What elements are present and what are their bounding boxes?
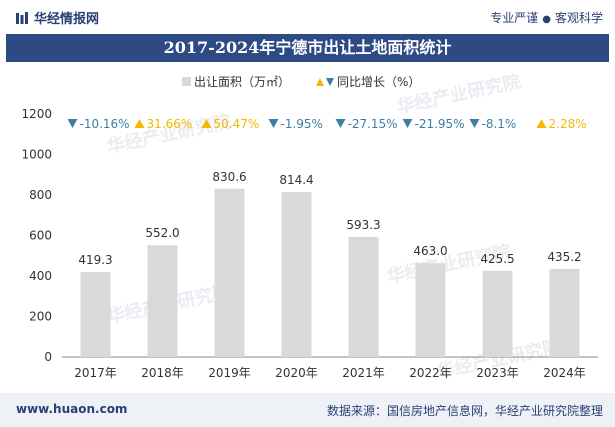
brand-name: 华经情报网	[34, 12, 100, 27]
bar-value-label: 425.5	[480, 252, 514, 266]
footer-site-link[interactable]: www.huaon.com	[16, 402, 128, 416]
y-tick-label: 0	[44, 350, 52, 364]
growth-up-icon	[134, 119, 145, 128]
legend-growth-label: 同比增长（%）	[337, 75, 420, 89]
growth-label: 31.66%	[147, 117, 193, 131]
bar	[482, 270, 513, 357]
slogan: 专业严谨 ● 客观科学	[490, 9, 603, 26]
y-tick-label: 200	[29, 310, 52, 324]
x-tick-label: 2018年	[141, 366, 184, 380]
legend-bar-label: 出让面积（万㎡）	[194, 75, 290, 89]
growth-label: -1.95%	[281, 117, 323, 131]
y-tick-label: 800	[29, 188, 52, 202]
y-tick-label: 1000	[21, 148, 52, 162]
growth-label: -21.95%	[415, 117, 465, 131]
y-tick-label: 1200	[21, 107, 52, 121]
chart: 华经产业研究院华经产业研究院华经产业研究院华经产业研究院华经产业研究院出让面积（…	[21, 70, 598, 383]
bar	[80, 272, 111, 357]
footer: www.huaon.com 数据来源：国信房地产信息网，华经产业研究院整理	[0, 393, 615, 427]
slogan-dot-icon: ●	[542, 14, 551, 25]
x-tick-label: 2024年	[543, 366, 586, 380]
bar-value-label: 552.0	[145, 226, 179, 240]
bar	[415, 263, 446, 357]
legend-up-icon	[316, 78, 324, 86]
x-tick-label: 2022年	[409, 366, 452, 380]
top-bar: 华经情报网 专业严谨 ● 客观科学	[0, 0, 615, 34]
growth-label: -27.15%	[348, 117, 398, 131]
bar-value-label: 419.3	[78, 253, 112, 267]
legend-bar-swatch	[182, 77, 191, 86]
growth-down-icon	[469, 119, 480, 128]
x-tick-label: 2020年	[275, 366, 318, 380]
slogan-right: 客观科学	[554, 11, 603, 25]
bar	[281, 192, 312, 357]
footer-source: 数据来源：国信房地产信息网，华经产业研究院整理	[326, 404, 603, 418]
brand-logo-icon	[16, 12, 28, 24]
bar-value-label: 463.0	[413, 244, 447, 258]
growth-down-icon	[67, 119, 78, 128]
growth-up-icon	[536, 119, 547, 128]
growth-label: 2.28%	[549, 117, 587, 131]
legend-down-icon	[326, 78, 334, 86]
y-tick-label: 400	[29, 269, 52, 283]
chart-title: 2017-2024年宁德市出让土地面积统计	[163, 38, 452, 57]
bar	[147, 245, 178, 357]
x-tick-label: 2017年	[74, 366, 117, 380]
growth-label: 50.47%	[214, 117, 260, 131]
growth-down-icon	[268, 119, 279, 128]
x-tick-label: 2023年	[476, 366, 519, 380]
bar	[214, 188, 245, 357]
slogan-left: 专业严谨	[490, 11, 539, 25]
growth-down-icon	[335, 119, 346, 128]
bar-value-label: 435.2	[547, 250, 581, 264]
y-tick-label: 600	[29, 229, 52, 243]
growth-label: -8.1%	[482, 117, 517, 131]
x-tick-label: 2021年	[342, 366, 385, 380]
brand[interactable]: 华经情报网	[16, 8, 99, 27]
growth-up-icon	[201, 119, 212, 128]
bar	[348, 236, 379, 357]
title-bar: 2017-2024年宁德市出让土地面积统计	[6, 34, 609, 62]
growth-down-icon	[402, 119, 413, 128]
x-tick-label: 2019年	[208, 366, 251, 380]
bar-value-label: 593.3	[346, 218, 380, 232]
bar-value-label: 830.6	[212, 170, 246, 184]
growth-label: -10.16%	[80, 117, 130, 131]
bar	[549, 268, 580, 357]
bar-value-label: 814.4	[279, 173, 313, 187]
